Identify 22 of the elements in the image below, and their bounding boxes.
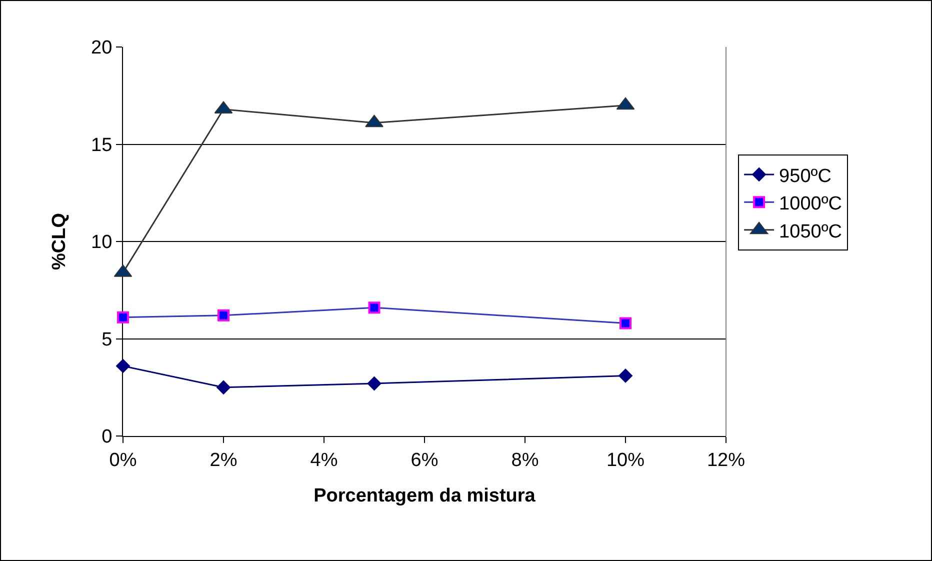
x-axis-title: Porcentagem da mistura: [314, 486, 536, 507]
point: [365, 114, 384, 128]
x-tick-label: 2%: [210, 450, 238, 471]
x-tick-label: 4%: [310, 450, 338, 471]
x-tick-label: 12%: [706, 450, 746, 471]
y-tick-label: 10: [91, 232, 112, 254]
point: [216, 380, 230, 394]
x-tick-label: 8%: [511, 450, 539, 471]
y-axis-title: %CLQ: [48, 213, 70, 270]
point: [618, 368, 632, 383]
x-tick-label: 10%: [606, 450, 645, 471]
point: [367, 376, 382, 390]
x-tick-label: 6%: [410, 450, 438, 471]
y-tick-label: 15: [91, 134, 112, 156]
x-tick-label: 0%: [109, 450, 137, 471]
legend-label: 1000ºC: [779, 194, 842, 215]
y-tick-label: 5: [102, 329, 112, 350]
y-tick-label: 20: [91, 38, 112, 59]
point: [116, 358, 130, 373]
legend-label: 1050ºC: [779, 221, 842, 242]
y-tick-label: 0: [102, 426, 112, 448]
legend-label: 950ºC: [779, 166, 832, 187]
